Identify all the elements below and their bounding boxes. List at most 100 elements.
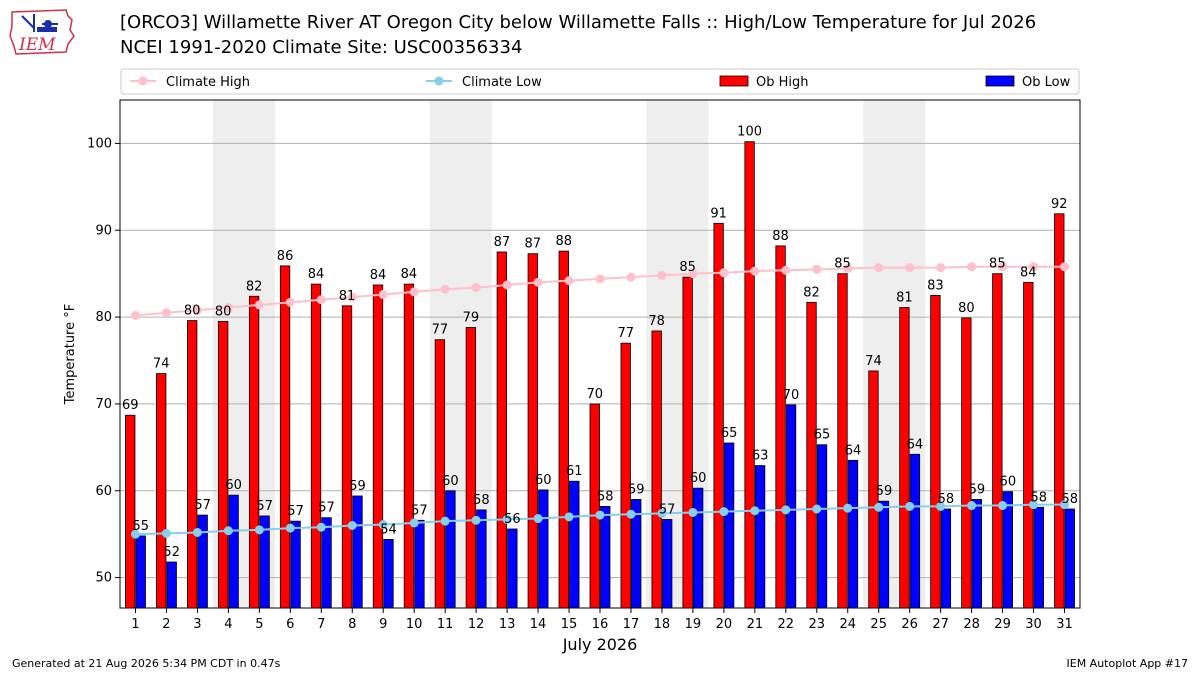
weekend-band xyxy=(460,100,492,608)
x-tick-label: 21 xyxy=(747,617,764,632)
y-tick-label: 60 xyxy=(95,484,112,499)
ob-high-bar xyxy=(248,295,260,609)
app-credit: IEM Autoplot App #17 xyxy=(1066,657,1189,670)
climate-low-point xyxy=(998,501,1008,511)
legend-item-climate-low: Climate Low xyxy=(426,75,542,90)
climate-high-point xyxy=(967,262,977,272)
climate-high-point xyxy=(657,270,667,280)
climate-high-point xyxy=(781,265,791,275)
weekend-band xyxy=(646,100,678,608)
ob-high-label: 79 xyxy=(463,311,480,326)
climate-low-point xyxy=(130,529,140,539)
climate-low-point xyxy=(626,509,636,519)
climate-high-point xyxy=(812,264,822,274)
ob-low-bar xyxy=(352,495,363,609)
x-tick-label: 17 xyxy=(623,617,640,632)
x-tick-label: 28 xyxy=(963,617,980,632)
ob-low-bar xyxy=(538,489,549,609)
legend-climate-low-marker xyxy=(434,76,444,86)
ob-high-bar xyxy=(156,373,167,609)
generated-timestamp: Generated at 21 Aug 2026 5:34 PM CDT in … xyxy=(12,657,281,670)
x-tick-label: 15 xyxy=(561,617,578,632)
ob-low-label: 65 xyxy=(814,428,831,443)
ob-low-label: 64 xyxy=(845,443,862,458)
x-tick-label: 3 xyxy=(193,617,201,632)
climate-low-point xyxy=(967,501,977,511)
legend-ob-low-label: Ob Low xyxy=(1022,75,1071,90)
ob-high-bar xyxy=(279,265,291,609)
ob-high-label: 80 xyxy=(958,301,975,316)
ob-high-label: 85 xyxy=(989,257,1006,272)
ob-low-label: 60 xyxy=(1000,475,1017,490)
legend-ob-high-bar-swatch xyxy=(719,75,749,87)
ob-high-label: 87 xyxy=(494,235,511,250)
climate-low-point xyxy=(657,508,667,518)
ob-low-bar xyxy=(166,561,177,609)
ob-low-bar xyxy=(1064,508,1075,609)
climate-high-point xyxy=(595,274,605,284)
ob-high-bar xyxy=(775,245,786,609)
ob-low-bar xyxy=(754,465,766,609)
iem-logo-text: IEM xyxy=(18,35,56,55)
climate-low-point xyxy=(192,527,202,537)
x-tick-label: 2 xyxy=(162,617,170,632)
ob-low-label: 60 xyxy=(442,474,459,489)
ob-low-label: 56 xyxy=(504,512,521,527)
climate-high-point xyxy=(1029,262,1039,272)
climate-low-point xyxy=(874,502,884,512)
ob-high-label: 81 xyxy=(896,291,913,306)
ob-low-label: 59 xyxy=(969,482,986,497)
x-tick-label: 23 xyxy=(809,617,826,632)
ob-high-label: 85 xyxy=(679,260,696,275)
y-axis-label: Temperature °F xyxy=(63,304,78,405)
climate-low-point xyxy=(1060,500,1070,510)
ob-high-label: 100 xyxy=(737,125,762,140)
ob-low-bar xyxy=(693,487,704,609)
ob-low-bar xyxy=(507,528,518,609)
weather-instruments-icon xyxy=(21,14,58,32)
ob-low-label: 58 xyxy=(597,489,614,504)
ob-high-bar xyxy=(403,283,415,609)
ob-low-bar xyxy=(878,500,890,609)
ob-low-label: 55 xyxy=(132,519,149,534)
ob-low-label: 52 xyxy=(163,545,180,560)
ob-high-label: 83 xyxy=(927,278,944,293)
x-tick-label: 19 xyxy=(685,617,702,632)
ob-low-label: 61 xyxy=(566,464,583,479)
x-axis-label: July 2026 xyxy=(562,635,638,654)
ob-high-label: 74 xyxy=(865,354,882,369)
climate-low-point xyxy=(378,520,388,530)
x-tick-label: 29 xyxy=(994,617,1011,632)
ob-high-bar xyxy=(527,253,538,609)
climate-low-point xyxy=(595,510,605,520)
ob-low-bar xyxy=(723,442,735,609)
ob-high-label: 86 xyxy=(277,249,294,264)
ob-high-bar xyxy=(372,284,384,609)
climate-high-point xyxy=(440,284,450,294)
climate-low-point xyxy=(688,507,698,517)
iowa-state-outline-icon xyxy=(9,9,75,55)
chart-subtitle: NCEI 1991-2020 Climate Site: USC00356334 xyxy=(120,37,523,58)
ob-low-label: 63 xyxy=(752,449,769,464)
ob-low-label: 58 xyxy=(473,493,490,508)
ob-high-bar xyxy=(713,222,724,609)
ob-high-label: 82 xyxy=(246,279,263,294)
x-tick-label: 4 xyxy=(224,617,232,632)
x-tick-label: 5 xyxy=(255,617,263,632)
ob-high-bar xyxy=(651,330,662,609)
climate-low-point xyxy=(285,523,295,533)
ob-low-label: 60 xyxy=(225,478,242,493)
climate-high-point xyxy=(719,268,729,278)
x-tick-label: 14 xyxy=(530,617,547,632)
climate-high-point xyxy=(564,276,574,286)
ob-high-bar xyxy=(125,414,136,609)
ob-low-bar xyxy=(816,444,828,609)
legend-climate-high-marker xyxy=(138,76,148,86)
ob-high-label: 88 xyxy=(772,229,789,244)
ob-high-bar xyxy=(961,317,972,609)
ob-low-bar xyxy=(662,519,673,609)
climate-high-point xyxy=(223,303,233,313)
ob-low-label: 59 xyxy=(876,484,893,499)
climate-high-point xyxy=(688,269,698,279)
